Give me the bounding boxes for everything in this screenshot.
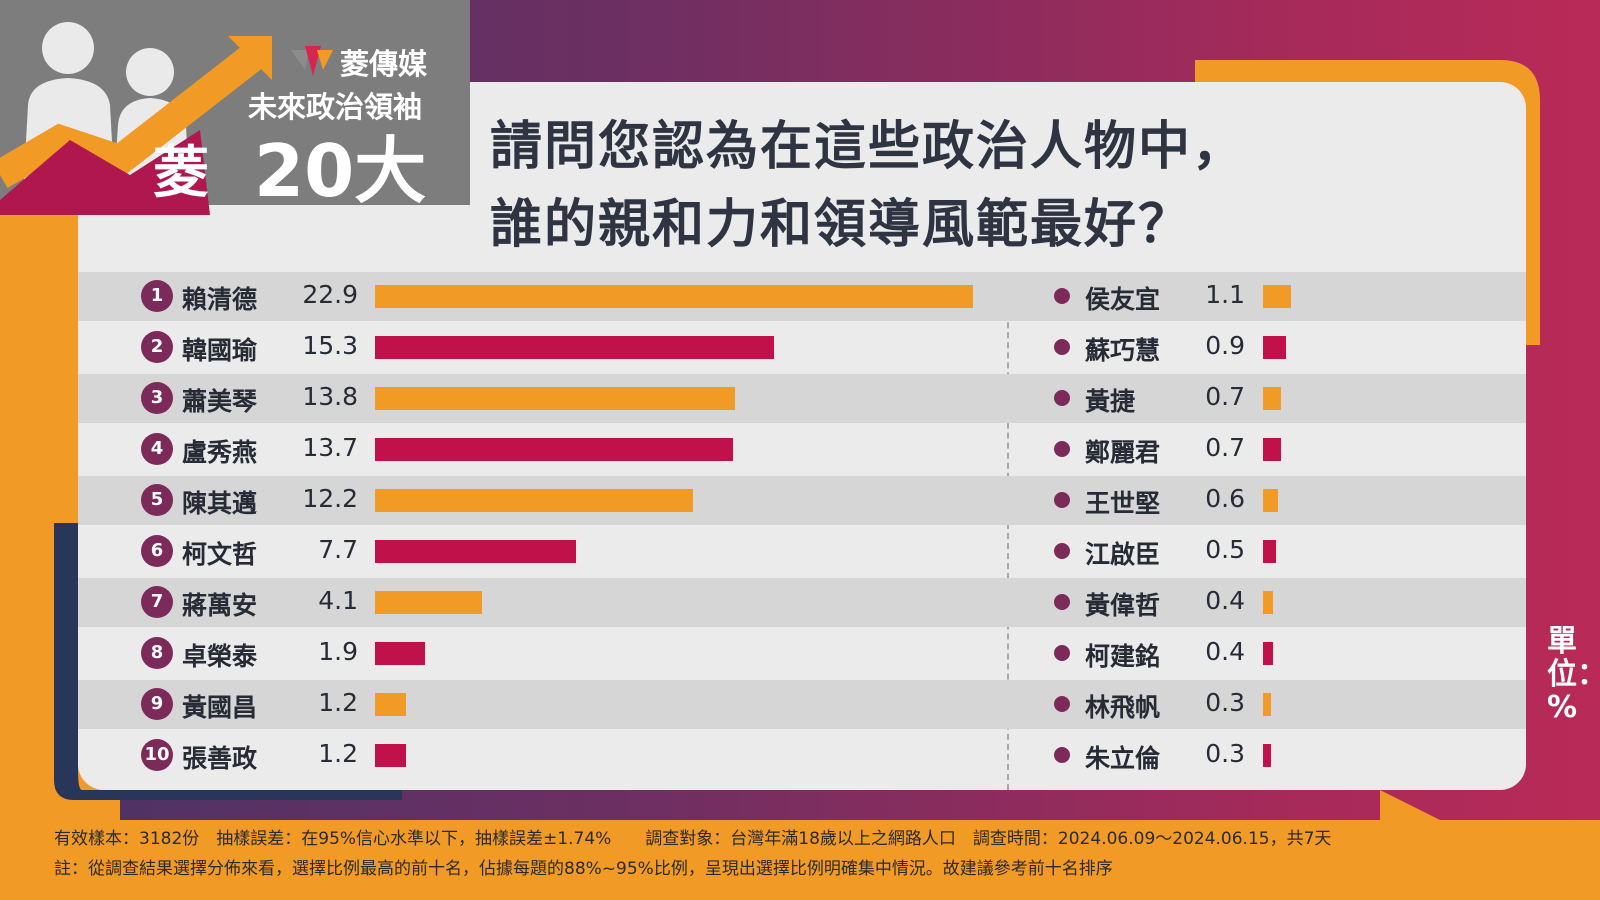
bullet-dot	[1054, 339, 1070, 355]
bar	[375, 387, 736, 410]
badge-char: 菱	[153, 140, 209, 206]
candidate-name: 韓國瑜	[182, 336, 258, 365]
candidate-name: 盧秀燕	[182, 438, 258, 467]
bar	[375, 438, 733, 461]
table-row	[78, 374, 1526, 423]
rank-badge: 1	[141, 280, 173, 312]
bullet-dot	[1054, 594, 1070, 610]
table-row	[78, 578, 1526, 627]
candidate-name: 柯建銘	[1085, 642, 1161, 671]
bar	[1263, 336, 1286, 359]
bar	[375, 693, 407, 716]
logo-graphic	[0, 22, 272, 215]
bar	[375, 591, 482, 614]
chart-title-line-1: 請問您認為在這些政治人物中，	[490, 116, 1247, 177]
bullet-dot	[1054, 492, 1070, 508]
value-label: 1.2	[318, 739, 358, 768]
bar	[1263, 591, 1274, 614]
bullet-dot	[1054, 390, 1070, 406]
table-row	[78, 680, 1526, 729]
value-label: 0.3	[1205, 739, 1245, 768]
rank-badge: 2	[141, 331, 173, 363]
rank-badge: 8	[141, 637, 173, 669]
bar	[1263, 744, 1271, 767]
candidate-name: 蔣萬安	[182, 591, 258, 620]
candidate-name: 卓榮泰	[182, 642, 258, 671]
bar	[375, 540, 576, 563]
candidate-name: 陳其邁	[182, 489, 258, 518]
candidate-name: 柯文哲	[182, 540, 258, 569]
bar	[1263, 285, 1292, 308]
bullet-dot	[1054, 441, 1070, 457]
table-row	[78, 476, 1526, 525]
badge-number: 20大	[254, 129, 427, 213]
bar	[375, 489, 694, 512]
rank-badge: 5	[141, 484, 173, 516]
candidate-name: 王世堅	[1085, 489, 1161, 518]
value-label: 0.5	[1205, 535, 1245, 564]
value-label: 12.2	[302, 484, 358, 513]
brand-name: 菱傳媒	[340, 47, 428, 81]
rank-badge: 3	[141, 382, 173, 414]
column-divider	[1007, 272, 1009, 790]
unit-label: 單位：%	[1547, 624, 1600, 725]
series-name: 未來政治領袖	[248, 90, 423, 124]
bar	[375, 744, 407, 767]
candidate-name: 鄭麗君	[1085, 438, 1161, 467]
candidate-name: 黃國昌	[182, 693, 258, 722]
candidate-name: 朱立倫	[1085, 744, 1161, 773]
rank-badge: 6	[141, 535, 173, 567]
value-label: 15.3	[302, 331, 358, 360]
bar	[1263, 438, 1281, 461]
rank-badge: 10	[141, 739, 173, 771]
bar	[375, 336, 775, 359]
candidate-name: 侯友宜	[1085, 285, 1161, 314]
value-label: 1.9	[318, 637, 358, 666]
bar	[375, 642, 425, 665]
bullet-dot	[1054, 747, 1070, 763]
value-label: 0.4	[1205, 586, 1245, 615]
bar	[1263, 387, 1281, 410]
value-label: 0.6	[1205, 484, 1245, 513]
bar	[375, 285, 973, 308]
rank-badge: 9	[141, 688, 173, 720]
value-label: 0.4	[1205, 637, 1245, 666]
value-label: 0.7	[1205, 433, 1245, 462]
bar	[1263, 693, 1271, 716]
bullet-dot	[1054, 288, 1070, 304]
bar	[1263, 642, 1274, 665]
bullet-dot	[1054, 543, 1070, 559]
chart-title-line-2: 誰的親和力和領導風範最好？	[490, 194, 1193, 255]
bar	[1263, 540, 1276, 563]
value-label: 22.9	[302, 280, 358, 309]
footer-survey-info: 有效樣本：3182份 抽樣誤差：在95%信心水準以下，抽樣誤差±1.74% 調查…	[54, 829, 1332, 849]
footer-note: 註：從調查結果選擇分佈來看，選擇比例最高的前十名，佔據每題的88%~95%比例，…	[54, 859, 1113, 879]
bullet-dot	[1054, 645, 1070, 661]
value-label: 4.1	[318, 586, 358, 615]
candidate-name: 蕭美琴	[182, 387, 258, 416]
value-label: 1.1	[1205, 280, 1245, 309]
candidate-name: 蘇巧慧	[1085, 336, 1161, 365]
value-label: 7.7	[318, 535, 358, 564]
value-label: 13.8	[302, 382, 358, 411]
bar	[1263, 489, 1279, 512]
candidate-name: 黃捷	[1085, 387, 1136, 416]
value-label: 13.7	[302, 433, 358, 462]
value-label: 0.3	[1205, 688, 1245, 717]
candidate-name: 江啟臣	[1085, 540, 1161, 569]
candidate-name: 張善政	[182, 744, 258, 773]
rank-badge: 7	[141, 586, 173, 618]
candidate-name: 賴清德	[182, 285, 258, 314]
candidate-name: 黃偉哲	[1085, 591, 1161, 620]
candidate-name: 林飛帆	[1085, 693, 1161, 722]
rank-badge: 4	[141, 433, 173, 465]
value-label: 1.2	[318, 688, 358, 717]
value-label: 0.9	[1205, 331, 1245, 360]
brand-logo-icon	[291, 46, 333, 76]
bullet-dot	[1054, 696, 1070, 712]
value-label: 0.7	[1205, 382, 1245, 411]
